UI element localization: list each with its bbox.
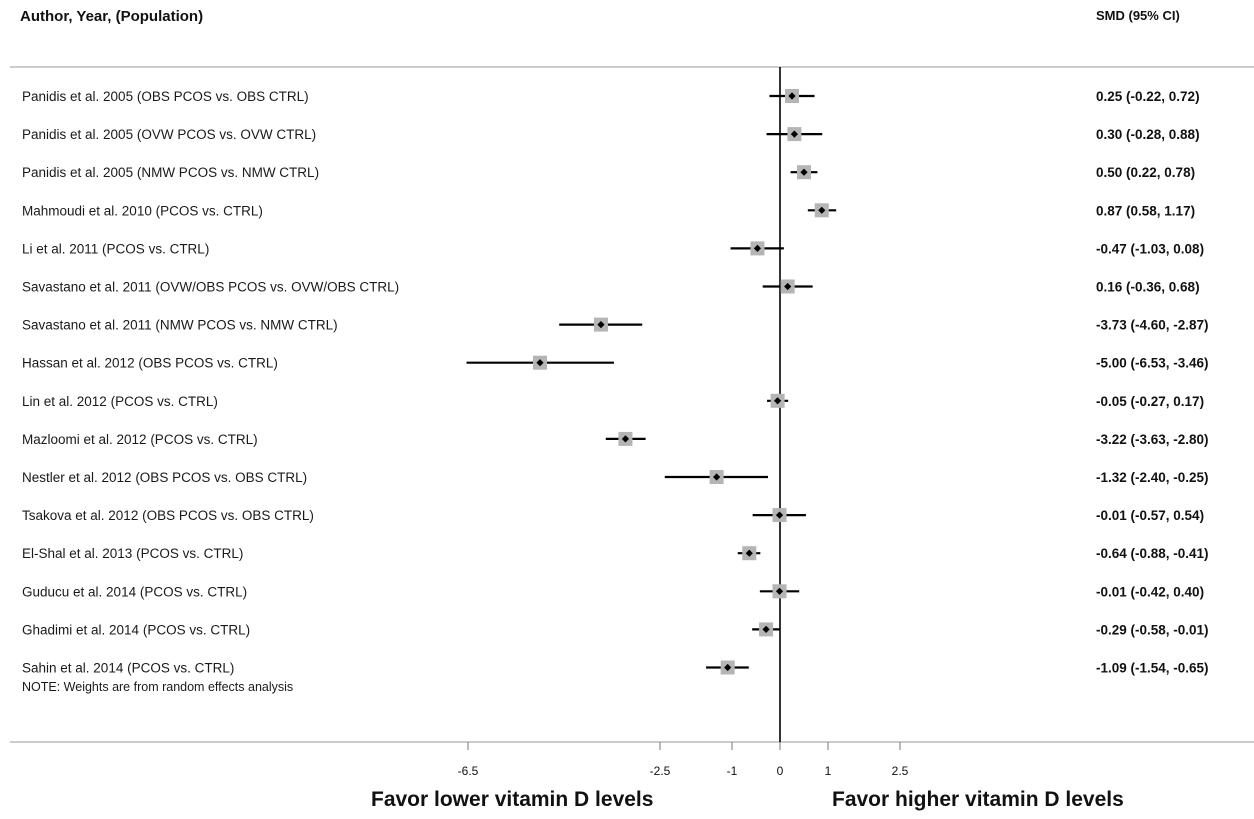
favor-lower-label: Favor lower vitamin D levels (371, 788, 654, 811)
study-row: Panidis et al. 2005 (NMW PCOS vs. NMW CT… (22, 165, 1195, 180)
smd-value: -0.05 (-0.27, 0.17) (1096, 394, 1204, 409)
study-label: Mahmoudi et al. 2010 (PCOS vs. CTRL) (22, 203, 263, 218)
smd-value: -5.00 (-6.53, -3.46) (1096, 356, 1209, 371)
forest-plot: Panidis et al. 2005 (OBS PCOS vs. OBS CT… (10, 66, 1254, 778)
smd-value: 0.30 (-0.28, 0.88) (1096, 127, 1200, 142)
smd-value: -0.29 (-0.58, -0.01) (1096, 622, 1209, 637)
study-row: El-Shal et al. 2013 (PCOS vs. CTRL) -0.64… (22, 546, 1209, 561)
smd-value: -0.64 (-0.88, -0.41) (1096, 546, 1209, 561)
point-estimate (621, 435, 630, 443)
point-estimate (788, 92, 796, 100)
point-estimate (753, 244, 762, 252)
study-row: Savastano et al. 2011 (NMW PCOS vs. NMW … (22, 317, 1209, 333)
point-estimate (745, 549, 753, 557)
study-label: Li et al. 2011 (PCOS vs. CTRL) (22, 241, 209, 256)
point-estimate (784, 282, 792, 291)
study-row: Li et al. 2011 (PCOS vs. CTRL) -0.47 (-1.… (22, 241, 1204, 256)
study-label: Tsakova et al. 2012 (OBS PCOS vs. OBS CT… (22, 508, 314, 523)
smd-value: -1.09 (-1.54, -0.65) (1096, 661, 1209, 676)
x-tick-label: 0 (777, 764, 784, 778)
study-row: Mazloomi et al. 2012 (PCOS vs. CTRL) -3.2… (22, 431, 1209, 447)
smd-value: -1.32 (-2.40, -0.25) (1096, 470, 1209, 485)
point-estimate (713, 473, 721, 481)
study-row: Lin et al. 2012 (PCOS vs. CTRL) -0.05 (-0… (22, 393, 1204, 409)
smd-value: 0.16 (-0.36, 0.68) (1096, 280, 1200, 295)
point-estimate (775, 587, 784, 595)
point-estimate (800, 168, 808, 176)
study-label: Panidis et al. 2005 (NMW PCOS vs. NMW CT… (22, 165, 319, 180)
point-estimate (790, 130, 798, 138)
point-estimate (597, 321, 605, 329)
smd-value: 0.25 (-0.22, 0.72) (1096, 89, 1200, 104)
study-label: Sahin et al. 2014 (PCOS vs. CTRL) (22, 661, 234, 676)
x-tick-label: 2.5 (892, 764, 909, 778)
point-estimate (724, 663, 732, 672)
study-row: Panidis et al. 2005 (OBS PCOS vs. OBS CT… (22, 89, 1200, 104)
study-row: Hassan et al. 2012 (OBS PCOS vs. CTRL) -5… (22, 355, 1209, 371)
study-row: Nestler et al. 2012 (OBS PCOS vs. OBS CT… (22, 470, 1209, 485)
study-row: Savastano et al. 2011 (OVW/OBS PCOS vs. … (22, 279, 1200, 295)
column-header-smd: SMD (95% CI) (1096, 8, 1180, 23)
point-estimate (774, 397, 782, 405)
study-label: Panidis et al. 2005 (OBS PCOS vs. OBS CT… (22, 89, 309, 104)
smd-value: -0.47 (-1.03, 0.08) (1096, 241, 1204, 256)
smd-value: 0.50 (0.22, 0.78) (1096, 165, 1195, 180)
study-row: Tsakova et al. 2012 (OBS PCOS vs. OBS CT… (22, 508, 1204, 523)
point-estimate (775, 511, 784, 519)
x-tick-label: -6.5 (458, 764, 479, 778)
study-label: Mazloomi et al. 2012 (PCOS vs. CTRL) (22, 432, 258, 447)
smd-value: -3.22 (-3.63, -2.80) (1096, 432, 1209, 447)
study-row: Panidis et al. 2005 (OVW PCOS vs. OVW CT… (22, 127, 1200, 142)
study-label: Panidis et al. 2005 (OVW PCOS vs. OVW CT… (22, 127, 316, 142)
study-row: Sahin et al. 2014 (PCOS vs. CTRL) -1.09 (… (22, 660, 1209, 676)
smd-value: -0.01 (-0.42, 0.40) (1096, 584, 1204, 599)
study-label: Savastano et al. 2011 (NMW PCOS vs. NMW … (22, 318, 338, 333)
study-label: Guducu et al. 2014 (PCOS vs. CTRL) (22, 584, 247, 599)
study-label: Hassan et al. 2012 (OBS PCOS vs. CTRL) (22, 356, 278, 371)
column-header-study: Author, Year, (Population) (20, 8, 204, 25)
smd-value: -0.01 (-0.57, 0.54) (1096, 508, 1204, 523)
study-label: El-Shal et al. 2013 (PCOS vs. CTRL) (22, 546, 243, 561)
point-estimate (536, 359, 544, 367)
study-label: Savastano et al. 2011 (OVW/OBS PCOS vs. … (22, 280, 399, 295)
study-row: Guducu et al. 2014 (PCOS vs. CTRL) -0.01 … (22, 584, 1204, 599)
favor-higher-label: Favor higher vitamin D levels (832, 788, 1124, 811)
point-estimate (818, 206, 826, 214)
note-text: NOTE: Weights are from random effects an… (22, 680, 293, 694)
study-row: Ghadimi et al. 2014 (PCOS vs. CTRL) -0.29… (22, 622, 1209, 637)
smd-value: 0.87 (0.58, 1.17) (1096, 203, 1195, 218)
smd-value: -3.73 (-4.60, -2.87) (1096, 318, 1209, 333)
study-row: Mahmoudi et al. 2010 (PCOS vs. CTRL) 0.87… (22, 203, 1195, 218)
point-estimate (762, 625, 770, 633)
x-tick-label: -2.5 (650, 764, 671, 778)
x-tick-label: -1 (727, 764, 738, 778)
study-label: Lin et al. 2012 (PCOS vs. CTRL) (22, 394, 218, 409)
x-tick-label: 1 (825, 764, 832, 778)
study-label: Ghadimi et al. 2014 (PCOS vs. CTRL) (22, 622, 250, 637)
study-label: Nestler et al. 2012 (OBS PCOS vs. OBS CT… (22, 470, 307, 485)
